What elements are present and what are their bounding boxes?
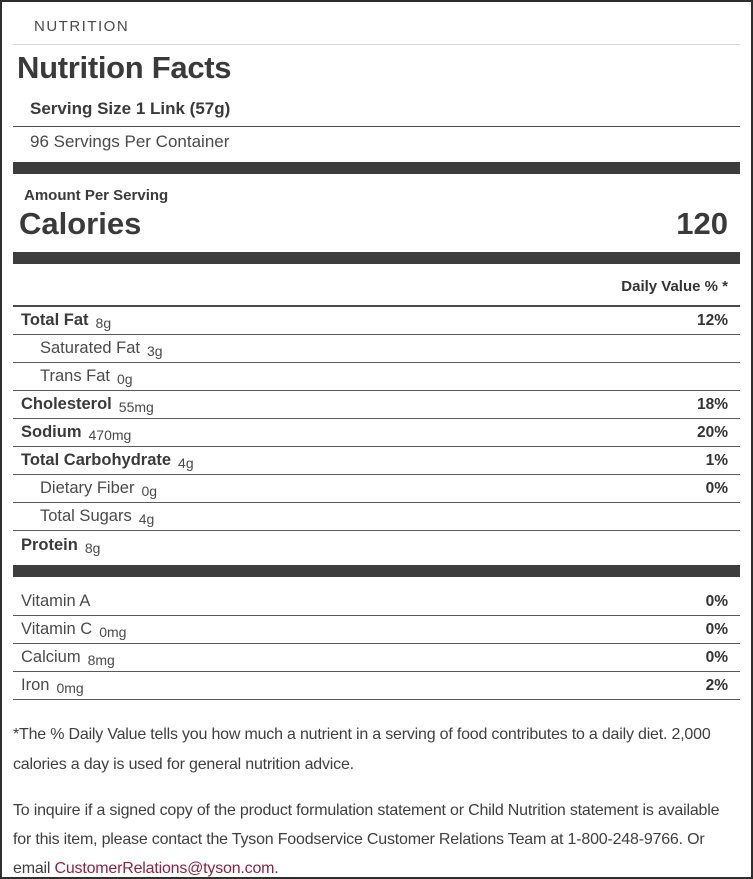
nutrient-amount: 0g [141, 483, 158, 499]
vitamin-table: Vitamin A 0% Vitamin C 0mg 0% Calcium 8mg … [13, 588, 740, 700]
section-eyebrow: NUTRITION [34, 18, 130, 35]
vitamin-daily-value: 2% [705, 676, 728, 694]
vitamin-amount: 0mg [56, 680, 84, 696]
serving-size: Serving Size 1 Link (57g) [13, 99, 740, 127]
nutrient-row-sodium: Sodium 470mg 20% [13, 419, 740, 447]
vitamin-row-vitamin-a: Vitamin A 0% [13, 588, 740, 616]
eyebrow-divider [13, 44, 740, 45]
nutrient-amount: 8g [95, 315, 112, 331]
contact-paragraph: To inquire if a signed copy of the produ… [13, 796, 740, 877]
vitamin-name: Iron [21, 676, 50, 694]
calories-label: Calories [19, 206, 142, 241]
vitamin-amount: 8mg [87, 652, 115, 668]
nutrient-amount: 0g [117, 371, 133, 387]
nutrient-amount: 4g [178, 455, 194, 471]
nutrient-daily-value: 18% [696, 395, 728, 413]
nutrient-row-dietary-fiber: Dietary Fiber 0g 0% [13, 475, 740, 503]
nutrient-name: Protein [21, 535, 78, 554]
vitamin-name: Calcium [21, 648, 81, 666]
vitamin-daily-value: 0% [705, 592, 728, 610]
contact-text-after: . [274, 860, 279, 877]
nutrient-name: Total Fat [21, 311, 89, 329]
nutrient-row-protein: Protein 8g [13, 531, 740, 559]
servings-per-container: 96 Servings Per Container [30, 132, 230, 151]
daily-value-footnote: *The % Daily Value tells you how much a … [13, 726, 711, 773]
nutrient-row-total-carbohydrate: Total Carbohydrate 4g 1% [13, 447, 740, 475]
contact-text-before: To inquire if a signed copy of the produ… [13, 802, 720, 877]
calories-value: 120 [676, 206, 728, 241]
calories-row: Calories 120 [13, 204, 740, 242]
page-title: Nutrition Facts [17, 50, 232, 85]
vitamin-row-calcium: Calcium 8mg 0% [13, 644, 740, 672]
vitamin-name: Vitamin A [21, 592, 91, 610]
nutrient-daily-value: 0% [705, 479, 728, 497]
vitamin-daily-value: 0% [705, 620, 728, 638]
nutrient-amount: 470mg [88, 427, 132, 443]
nutrient-table: Total Fat 8g 12% Saturated Fat 3g Trans Fa… [13, 305, 740, 559]
nutrient-name: Total Sugars [40, 507, 132, 525]
nutrient-daily-value: 20% [696, 423, 728, 441]
nutrient-row-total-fat: Total Fat 8g 12% [13, 307, 740, 335]
nutrient-amount: 8g [84, 539, 101, 556]
vitamin-row-iron: Iron 0mg 2% [13, 672, 740, 700]
nutrient-amount: 3g [146, 343, 163, 359]
separator-bar [13, 252, 740, 264]
vitamin-amount: 0mg [99, 624, 127, 640]
nutrient-name: Trans Fat [40, 367, 110, 385]
separator-bar [13, 162, 740, 174]
nutrient-row-cholesterol: Cholesterol 55mg 18% [13, 391, 740, 419]
nutrient-row-total-sugars: Total Sugars 4g [13, 503, 740, 531]
vitamin-name: Vitamin C [21, 620, 93, 638]
separator-bar [13, 565, 740, 577]
nutrient-name: Cholesterol [21, 395, 112, 413]
nutrient-daily-value: 12% [696, 311, 728, 329]
nutrient-row-saturated-fat: Saturated Fat 3g [13, 335, 740, 363]
customer-relations-email-link[interactable]: CustomerRelations@tyson.com [54, 860, 275, 877]
daily-value-header: Daily Value % * [621, 278, 728, 295]
nutrient-amount: 55mg [118, 399, 154, 415]
nutrient-name: Sodium [21, 423, 82, 441]
nutrient-amount: 4g [138, 511, 155, 527]
nutrient-daily-value: 1% [705, 451, 728, 469]
nutrient-name: Saturated Fat [40, 339, 140, 357]
nutrient-name: Dietary Fiber [40, 479, 135, 497]
nutrient-row-trans-fat: Trans Fat 0g [13, 363, 740, 391]
vitamin-row-vitamin-c: Vitamin C 0mg 0% [13, 616, 740, 644]
nutrient-name: Total Carbohydrate [21, 451, 172, 469]
vitamin-daily-value: 0% [705, 648, 728, 666]
amount-per-serving-label: Amount Per Serving [24, 187, 169, 204]
